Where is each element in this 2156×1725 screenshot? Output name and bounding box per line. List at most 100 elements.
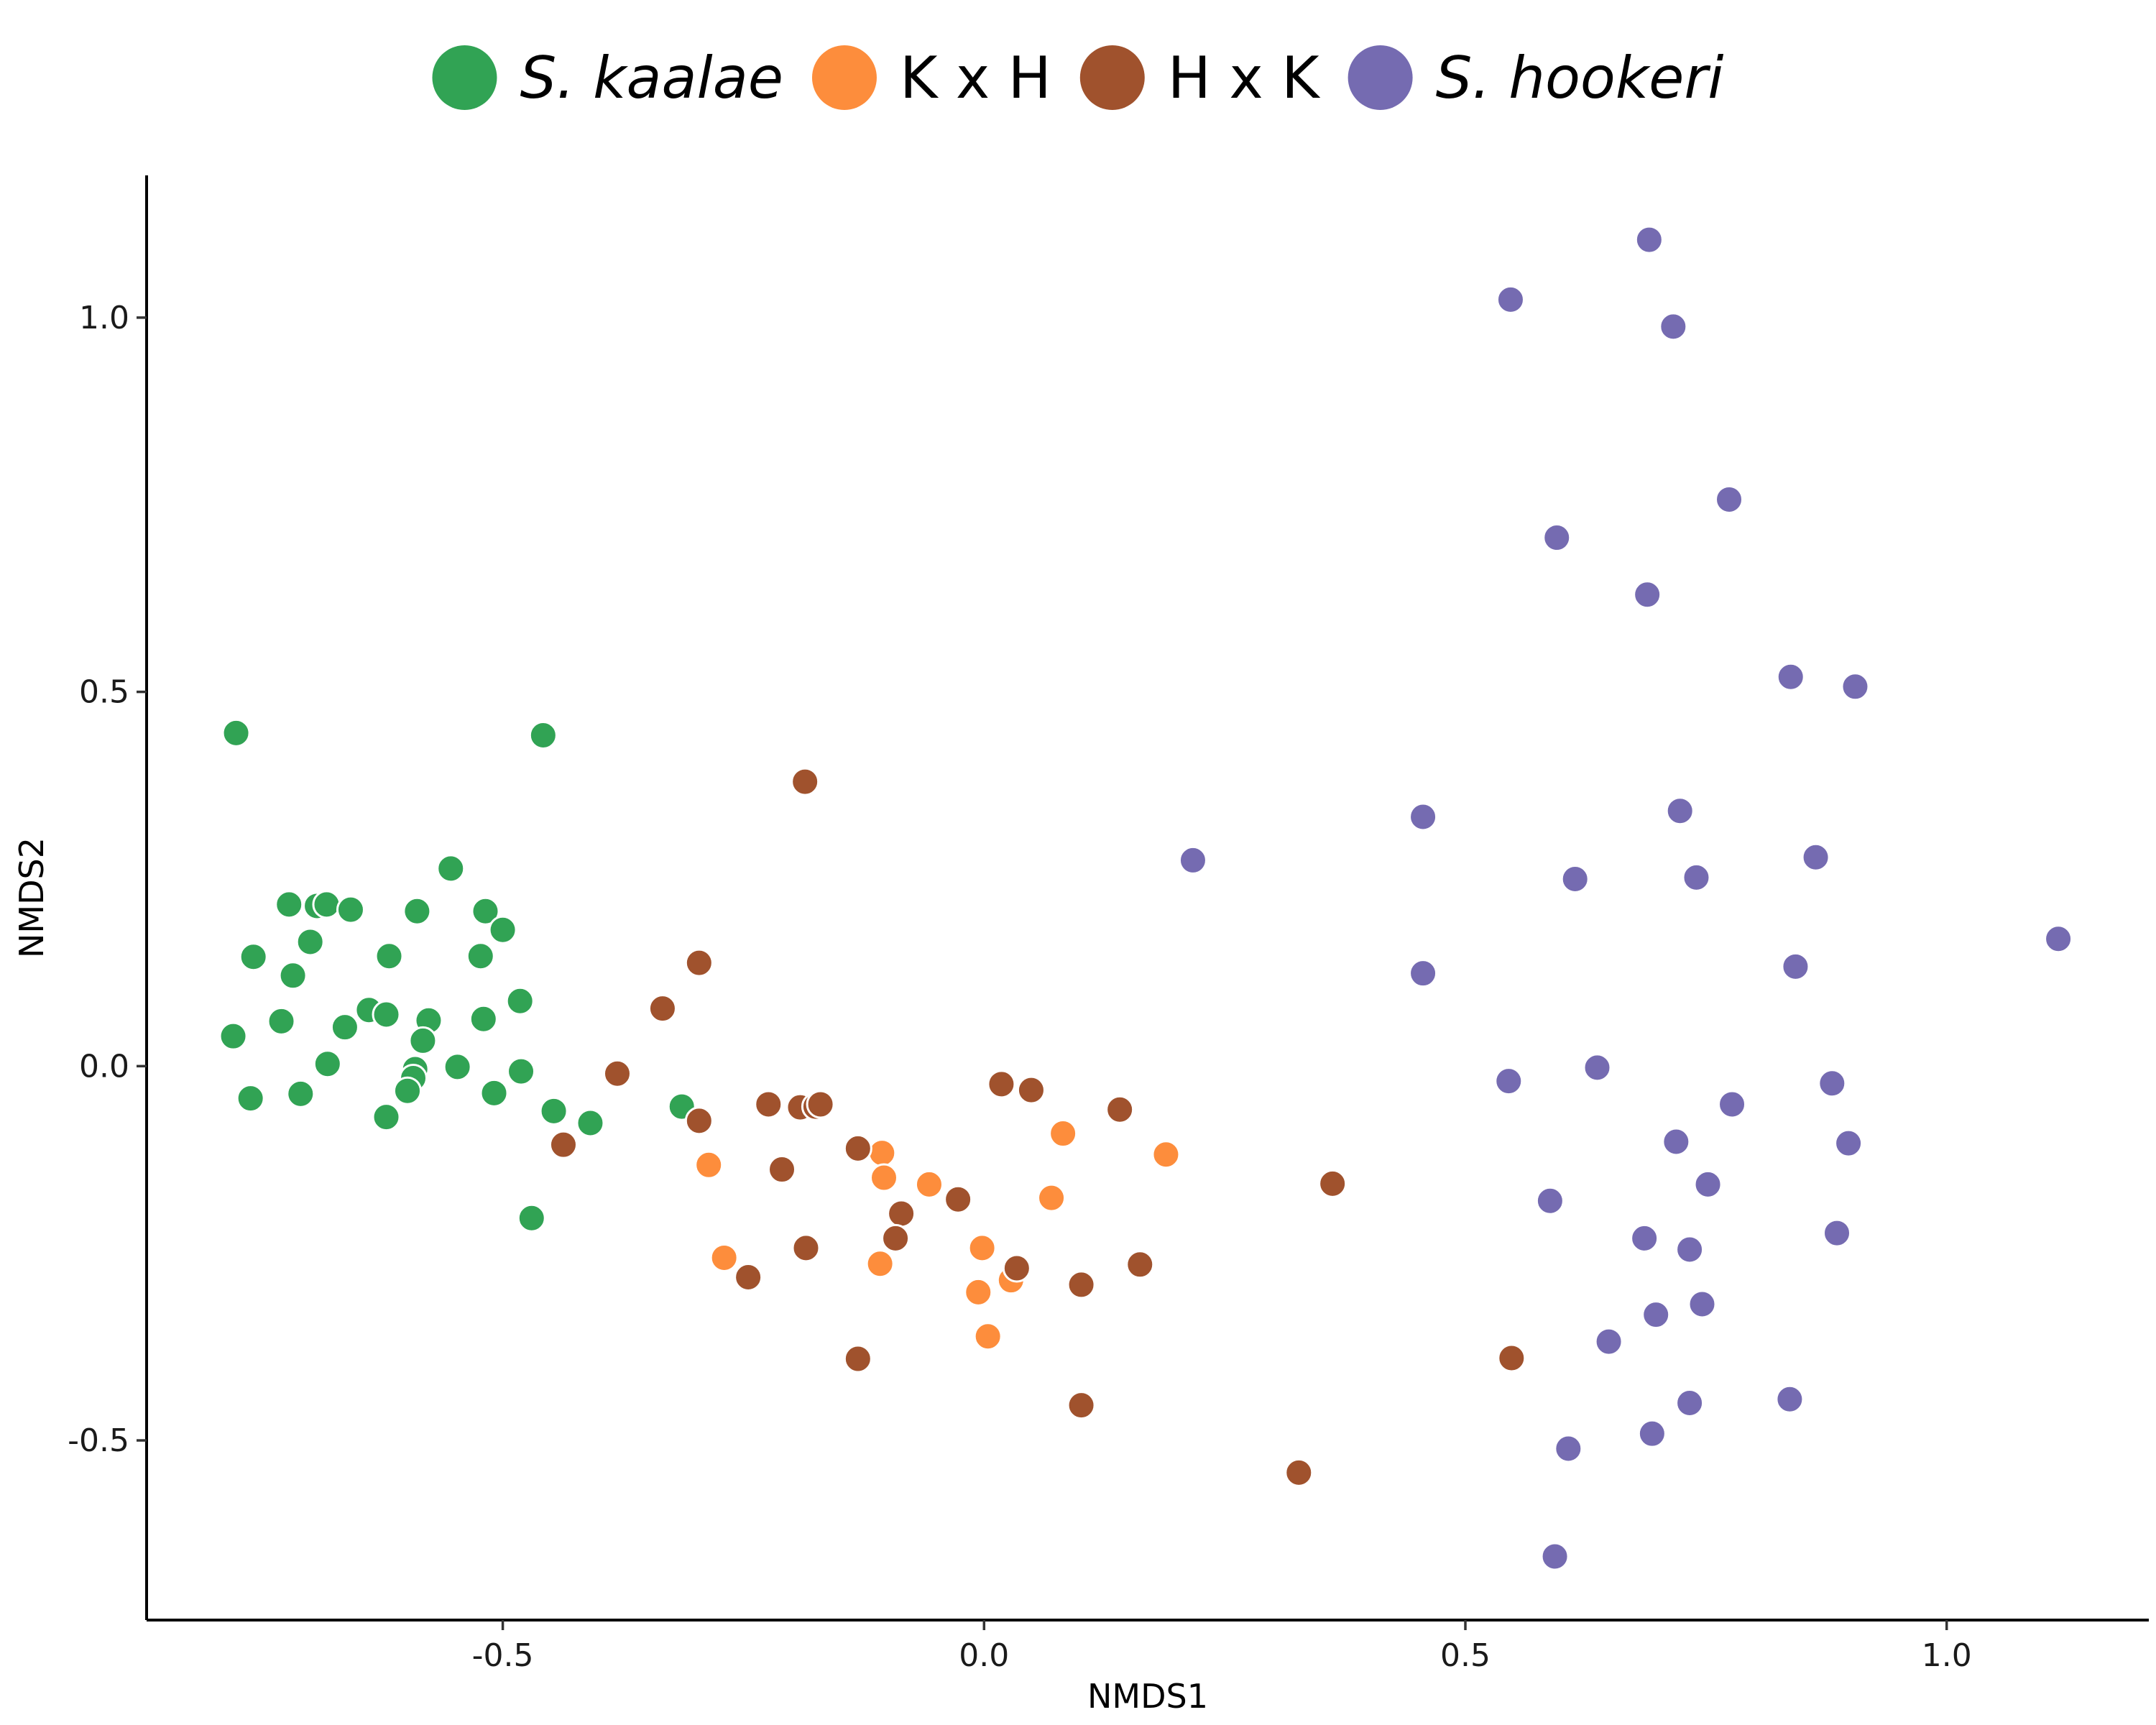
data-point <box>1801 842 1830 872</box>
x-tick-label: 0.0 <box>959 1637 1009 1674</box>
data-point <box>1834 1128 1864 1158</box>
data-point <box>973 1322 1003 1351</box>
data-point <box>1002 1254 1031 1283</box>
data-point <box>1125 1250 1155 1279</box>
data-point <box>336 895 365 924</box>
series-3 <box>1178 225 2073 1571</box>
data-point <box>548 1130 578 1159</box>
series-0 <box>218 718 696 1233</box>
data-point <box>1583 1053 1612 1082</box>
legend-swatch <box>1348 45 1413 110</box>
y-axis-title: NMDS2 <box>12 837 51 958</box>
x-tick-label: 1.0 <box>1922 1637 1972 1674</box>
data-point <box>1560 864 1590 893</box>
data-point <box>1067 1391 1096 1420</box>
data-point <box>2044 924 2073 954</box>
data-point <box>1675 1235 1705 1264</box>
data-point <box>1715 484 1744 514</box>
data-point <box>1776 662 1805 691</box>
x-tick-label: -0.5 <box>472 1637 534 1674</box>
data-point <box>1662 1127 1691 1156</box>
data-point <box>1037 1183 1067 1213</box>
data-point <box>843 1344 872 1374</box>
data-point <box>987 1070 1016 1099</box>
data-point <box>1105 1095 1135 1124</box>
data-point <box>488 915 517 944</box>
data-point <box>754 1090 783 1119</box>
legend-item: H x K <box>1079 45 1321 111</box>
data-point <box>505 986 535 1016</box>
data-point <box>1634 225 1664 254</box>
data-point <box>602 1059 632 1088</box>
legend-item: K x H <box>811 45 1051 111</box>
data-point <box>914 1169 944 1199</box>
data-point <box>221 718 251 748</box>
data-point <box>887 1199 916 1228</box>
data-point <box>443 1052 472 1082</box>
data-point <box>1718 1090 1747 1119</box>
data-point <box>865 1249 895 1279</box>
x-tick-label: 0.5 <box>1440 1637 1491 1674</box>
data-point <box>1637 1419 1667 1448</box>
data-point <box>436 854 466 883</box>
x-axis-ticks: -0.5 0.0 0.5 1.0 <box>472 1620 1972 1674</box>
data-point <box>1542 523 1572 553</box>
data-point <box>312 890 341 919</box>
data-point <box>768 1155 797 1184</box>
data-point <box>684 948 714 978</box>
legend-label: S. hookeri <box>1436 45 1724 111</box>
data-point <box>1409 802 1438 832</box>
data-point <box>684 1106 714 1136</box>
points-layer <box>218 225 2073 1571</box>
y-tick-label: 1.0 <box>79 300 129 336</box>
data-point <box>709 1243 739 1272</box>
data-point <box>1497 1343 1526 1373</box>
data-point <box>1781 952 1810 981</box>
legend-label: K x H <box>900 45 1051 111</box>
data-point <box>1841 672 1870 702</box>
data-point <box>1775 1384 1805 1414</box>
data-point <box>967 1233 997 1263</box>
data-point <box>1318 1169 1348 1198</box>
data-point <box>278 961 308 990</box>
data-point <box>236 1084 265 1113</box>
data-point <box>694 1150 724 1179</box>
data-point <box>1693 1169 1723 1199</box>
series-1 <box>694 1119 1181 1351</box>
data-point <box>479 1078 509 1108</box>
data-point <box>1178 845 1207 875</box>
y-axis-ticks: -0.5 0.0 0.5 1.0 <box>68 300 147 1459</box>
data-point <box>734 1263 763 1292</box>
data-point <box>408 1026 438 1055</box>
data-point <box>791 767 820 796</box>
data-point <box>1540 1542 1570 1571</box>
legend-swatch <box>432 45 497 110</box>
data-point <box>372 1000 401 1029</box>
plot-area: -0.5 0.0 0.5 1.0 -0.5 0.0 0.5 1.0 <box>68 175 2149 1674</box>
data-point <box>1659 312 1688 341</box>
legend-swatch <box>811 45 877 110</box>
data-point <box>791 1233 821 1263</box>
data-point <box>517 1203 546 1233</box>
data-point <box>466 942 495 971</box>
data-point <box>1823 1218 1852 1248</box>
data-point <box>1067 1270 1096 1300</box>
legend-label: H x K <box>1168 45 1321 111</box>
legend-label: S. kaalae <box>520 45 783 111</box>
legend-swatch <box>1079 45 1145 110</box>
data-point <box>539 1096 568 1126</box>
data-point <box>806 1090 835 1119</box>
data-point <box>1049 1119 1078 1149</box>
data-point <box>869 1163 898 1192</box>
data-point <box>239 942 268 972</box>
data-point <box>471 896 500 926</box>
data-point <box>330 1013 359 1042</box>
legend-item: S. hookeri <box>1348 45 1724 111</box>
data-point <box>507 1057 536 1086</box>
data-point <box>528 721 558 750</box>
data-point <box>1554 1434 1583 1463</box>
data-point <box>286 1079 315 1108</box>
data-point <box>1682 862 1711 892</box>
data-point <box>1818 1069 1847 1098</box>
data-point <box>402 896 432 926</box>
